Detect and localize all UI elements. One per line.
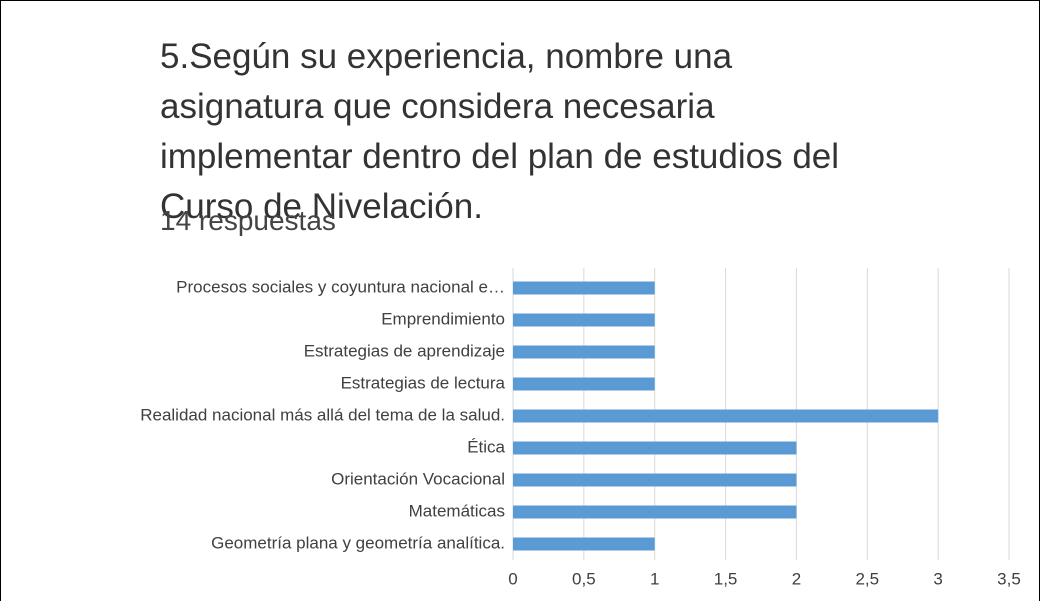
x-tick-label: 0,5 [572,569,596,588]
x-tick-label: 3 [933,569,942,588]
x-tick-label: 3,5 [997,569,1021,588]
chart-subtitle: 14 respuestas [160,205,336,236]
x-tick-label: 2 [792,569,801,588]
y-tick-label: Estrategias de aprendizaje [304,341,505,360]
y-tick-label: Orientación Vocacional [331,469,505,488]
bar [513,281,655,295]
x-tick-label: 1,5 [714,569,738,588]
y-tick-label: Estrategias de lectura [341,373,506,392]
bar [513,473,797,487]
x-tick-label: 1 [650,569,659,588]
bar [513,313,655,327]
bar [513,441,797,455]
bar [513,537,655,551]
bar [513,505,797,519]
x-tick-label: 2,5 [855,569,879,588]
y-tick-label: Emprendimiento [381,309,505,328]
y-tick-label: Procesos sociales y coyuntura nacional e… [176,277,505,296]
bar [513,409,939,423]
y-tick-label: Ética [467,437,505,456]
bar [513,377,655,391]
y-tick-label: Realidad nacional más allá del tema de l… [140,405,505,424]
bar [513,345,655,359]
y-tick-label: Matemáticas [409,501,505,520]
y-tick-label: Geometría plana y geometría analítica. [211,533,505,552]
chart-title: 5.Según su experiencia, nombre una asign… [160,37,840,226]
x-tick-label: 0 [508,569,517,588]
